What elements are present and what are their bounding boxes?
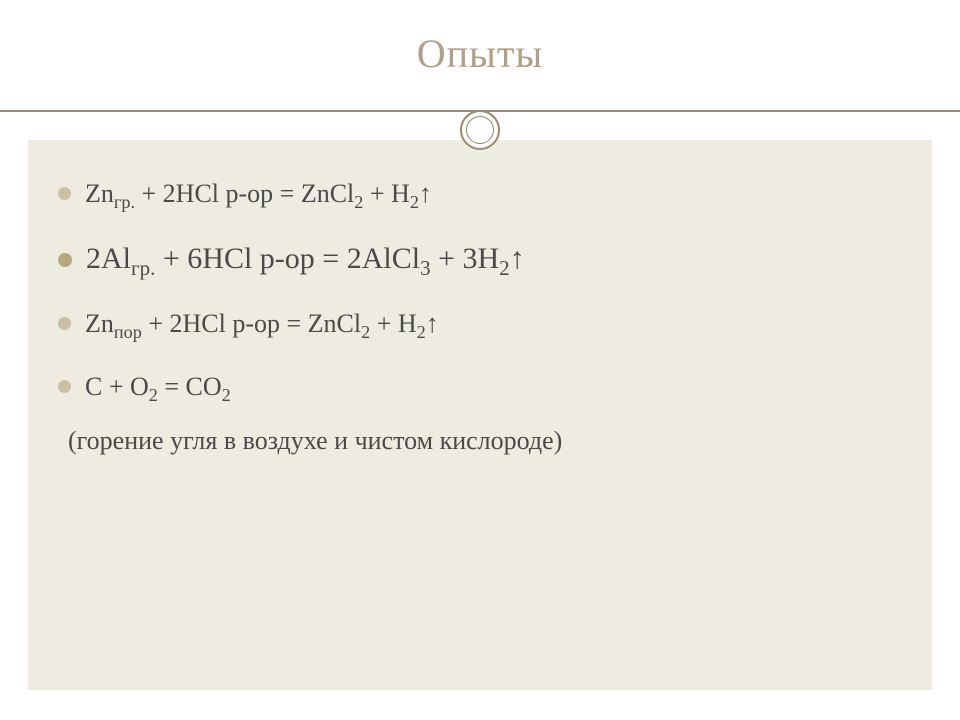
bullet-icon	[58, 253, 72, 267]
equation-item: Znгр. + 2HCl р-ор = ZnCl2 + H2↑	[58, 176, 902, 215]
equation-item: Znпор + 2HCl р-ор = ZnCl2 + H2↑	[58, 306, 902, 345]
content-area: Znгр. + 2HCl р-ор = ZnCl2 + H2↑ 2Alгр. + …	[28, 140, 932, 690]
equation-item: C + O2 = CO2	[58, 369, 902, 408]
circle-decoration	[460, 110, 500, 150]
note-text: (горение угля в воздухе и чистом кислоро…	[68, 426, 902, 456]
slide-title: Опыты	[40, 30, 920, 77]
equation-text: C + O2 = CO2	[85, 369, 231, 408]
equation-text: 2Alгр. + 6HCl р-ор = 2AlCl3 + 3H2↑	[86, 239, 525, 282]
bullet-icon	[58, 317, 71, 330]
bullet-icon	[58, 187, 71, 200]
equation-list: Znгр. + 2HCl р-ор = ZnCl2 + H2↑ 2Alгр. + …	[58, 176, 902, 408]
slide: Опыты Znгр. + 2HCl р-ор = ZnCl2 + H2↑ 2Al…	[0, 0, 960, 720]
equation-item: 2Alгр. + 6HCl р-ор = 2AlCl3 + 3H2↑	[58, 239, 902, 282]
equation-text: Znпор + 2HCl р-ор = ZnCl2 + H2↑	[85, 306, 439, 345]
equation-text: Znгр. + 2HCl р-ор = ZnCl2 + H2↑	[85, 176, 432, 215]
title-area: Опыты	[0, 0, 960, 130]
bullet-icon	[58, 380, 71, 393]
